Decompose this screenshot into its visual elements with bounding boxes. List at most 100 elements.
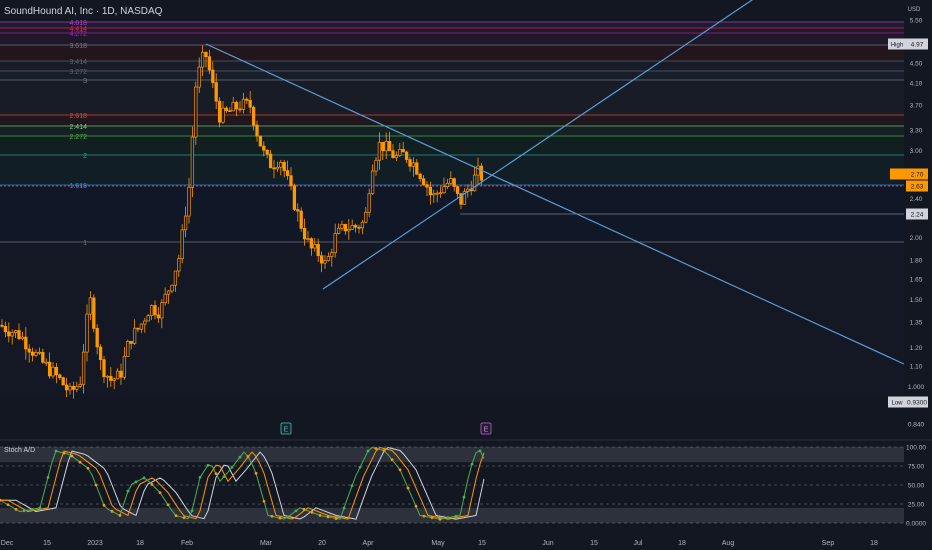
candle-body xyxy=(139,323,144,330)
candle-body xyxy=(442,186,446,194)
candle-body xyxy=(170,284,174,292)
candle-body xyxy=(268,153,273,169)
candle-body xyxy=(449,178,453,184)
candle-body xyxy=(17,330,21,339)
candle-body xyxy=(435,192,439,195)
candle-body xyxy=(438,192,443,195)
candle-body xyxy=(214,82,218,102)
candle-body xyxy=(381,141,385,152)
candle-body xyxy=(459,193,463,205)
candle-body xyxy=(391,150,395,159)
x-tick-label: 20 xyxy=(318,540,326,547)
candle-body xyxy=(44,361,48,364)
candle-body xyxy=(445,182,450,188)
oscillator-d-line xyxy=(0,446,485,520)
oscillator-dot xyxy=(22,509,26,513)
fib-level-label: 3 xyxy=(83,78,87,85)
candle-body xyxy=(20,336,25,339)
candle-body xyxy=(10,332,14,337)
oscillator-tick-label: 25.00 xyxy=(908,502,925,509)
high-badge: High 4.97 xyxy=(888,38,928,50)
candle-body xyxy=(173,270,178,286)
x-tick-label: Apr xyxy=(363,540,375,547)
candle-body xyxy=(221,107,225,123)
overbought-band xyxy=(0,447,904,463)
oscillator-dot xyxy=(158,491,162,494)
candle-body xyxy=(408,159,412,167)
price-tick-label: 4.50 xyxy=(910,61,923,68)
x-tick-label: Feb xyxy=(181,540,193,547)
candle-body xyxy=(360,221,365,229)
oscillator-dot xyxy=(462,495,466,499)
oscillator-dot xyxy=(382,449,386,452)
oscillator-dot xyxy=(126,489,130,493)
candle-body xyxy=(224,107,229,111)
candle-body xyxy=(479,165,484,181)
candle-body xyxy=(166,290,171,295)
candle-body xyxy=(153,305,157,316)
oscillator-dot xyxy=(374,447,378,450)
x-tick-label: Mar xyxy=(260,540,273,547)
price-tick-label: 1.000 xyxy=(908,384,925,391)
candle-body xyxy=(160,302,164,319)
fib-level-label: 2 xyxy=(83,153,87,160)
oscillator-dots xyxy=(0,447,482,521)
price-tick-label: 1.20 xyxy=(910,345,923,352)
earnings-marker: E xyxy=(480,422,492,435)
oscillator-dot xyxy=(86,466,90,470)
x-tick-label: Sep xyxy=(822,540,835,547)
oscillator-dot xyxy=(94,483,98,487)
candle-body xyxy=(384,141,388,152)
candle-body xyxy=(136,327,140,330)
candle-body xyxy=(105,375,110,378)
x-tick-label: Jun xyxy=(542,540,553,547)
oscillator-dot xyxy=(102,503,106,507)
candle-body xyxy=(200,51,205,68)
candle-body xyxy=(404,151,409,160)
price-tick-label: 2.00 xyxy=(910,235,923,242)
level-badge: 2.24 xyxy=(906,208,928,220)
candle-body xyxy=(71,385,76,390)
last-price-icon xyxy=(890,168,906,180)
candle-body xyxy=(228,110,232,112)
oscillator-dot xyxy=(142,476,146,480)
candle-body xyxy=(81,351,86,385)
candle-body xyxy=(238,108,242,111)
candle-body xyxy=(319,255,324,264)
oscillator-dot xyxy=(422,514,426,518)
oscillator-dot xyxy=(358,465,362,469)
trendline-down xyxy=(205,43,905,365)
candle-body xyxy=(415,162,419,175)
price-tick-label: 1.50 xyxy=(910,297,923,304)
oscillator-dot xyxy=(110,509,114,513)
candle-body xyxy=(211,69,215,83)
price-tick-label: 1.80 xyxy=(910,258,923,265)
oscillator-dot xyxy=(430,516,434,520)
candle-body xyxy=(357,226,361,229)
oscillator-dot xyxy=(222,475,226,479)
candle-body xyxy=(285,170,290,177)
candle-body xyxy=(129,340,133,344)
oscillator-dot xyxy=(326,515,330,519)
oscillator-signal-line xyxy=(0,446,485,520)
oscillator-dot xyxy=(70,454,74,458)
candle-body xyxy=(98,346,103,360)
candle-body xyxy=(64,384,69,391)
candle-body xyxy=(462,191,467,205)
oscillator-dot xyxy=(262,499,266,503)
candle-body xyxy=(0,324,4,327)
x-tick-label: Jul xyxy=(634,540,643,547)
x-tick-label: Aug xyxy=(722,540,735,547)
oscillator-dot xyxy=(238,455,242,459)
x-tick-label: 18 xyxy=(136,540,144,547)
candle-body xyxy=(398,149,402,156)
oscillator-dot xyxy=(278,516,282,520)
high-badge-value: 4.97 xyxy=(911,42,924,49)
candle-body xyxy=(95,328,99,348)
candle-body xyxy=(255,124,259,137)
oscillator-dot xyxy=(78,460,82,464)
candle-body xyxy=(333,233,337,254)
candle-body xyxy=(343,223,348,232)
candle-body xyxy=(234,102,239,110)
